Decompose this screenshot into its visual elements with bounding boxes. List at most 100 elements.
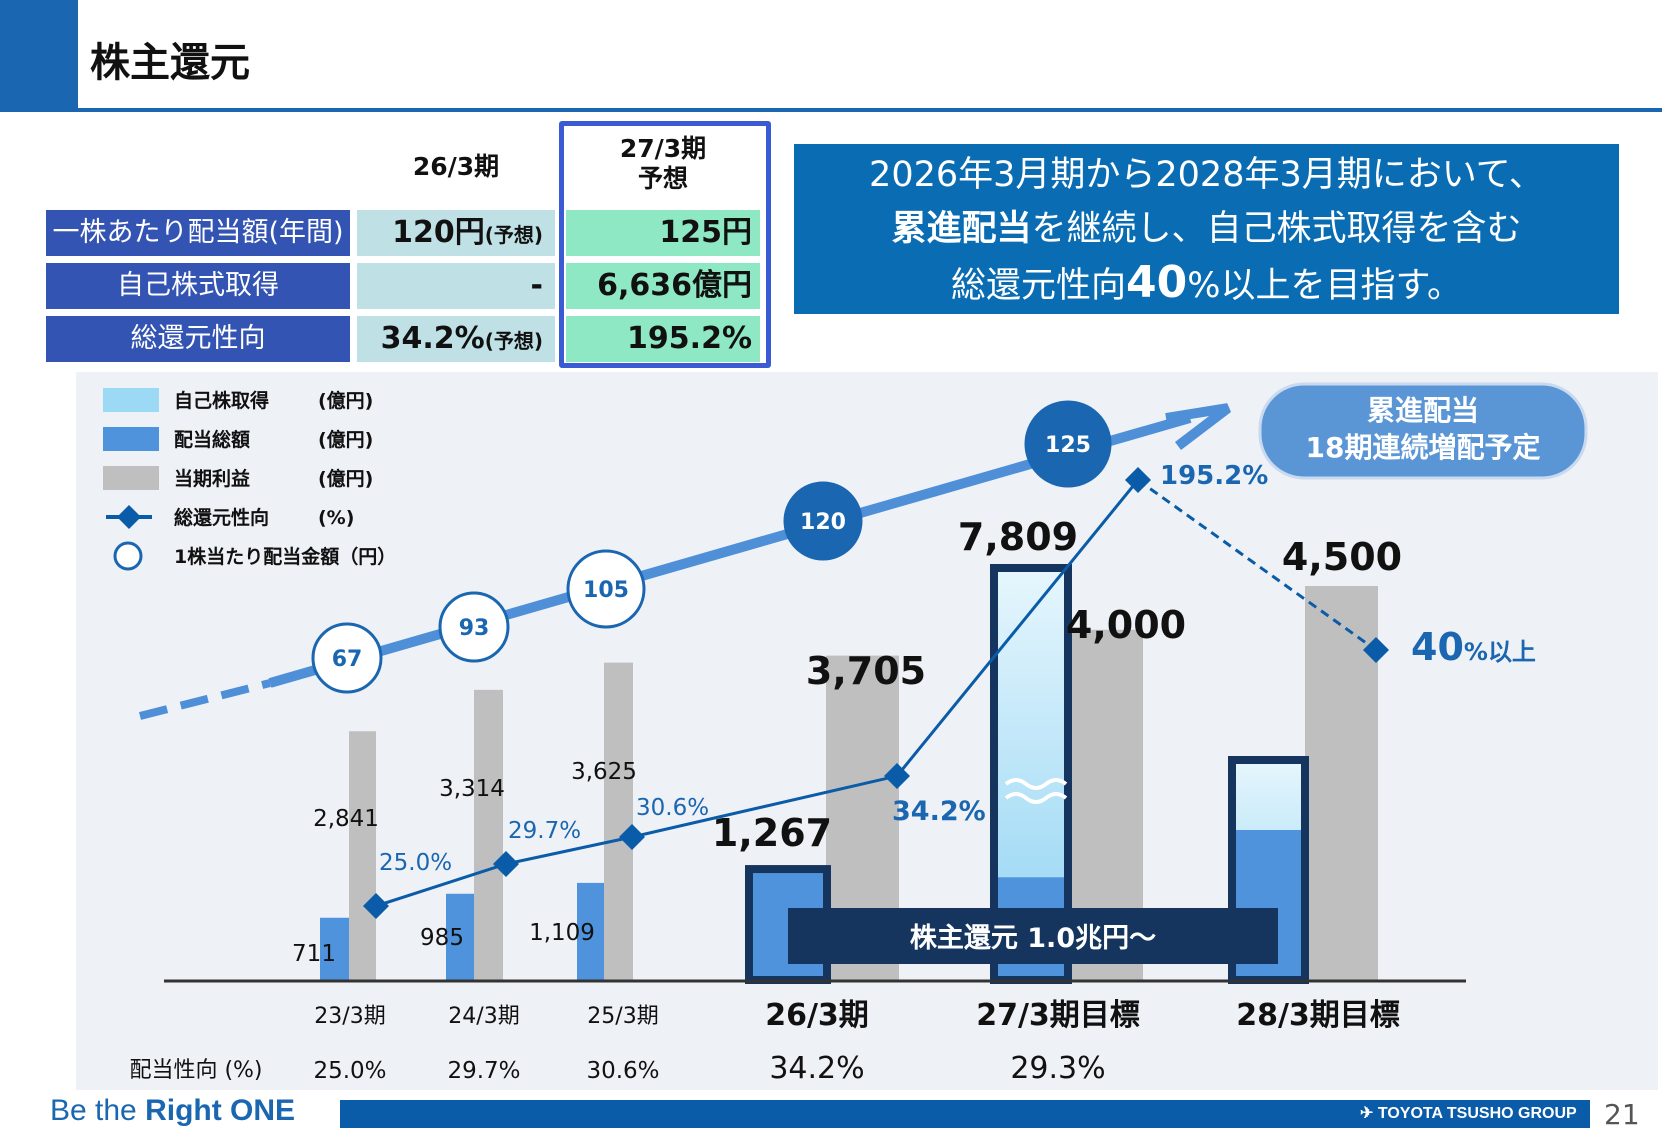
- x-tick-label: 26/3期: [765, 998, 869, 1033]
- row-current-dps-note: (予想): [484, 223, 543, 247]
- row-forecast-dps: 125円: [566, 210, 760, 256]
- header-accent-bar: [0, 0, 78, 112]
- header-rule: [78, 108, 1662, 112]
- return-ratio-label: 34.2%: [892, 796, 986, 827]
- net-income-label: 3,314: [439, 776, 505, 802]
- row-current-return-ratio-note: (予想): [484, 329, 543, 353]
- net-income-bar: [474, 689, 503, 980]
- slogan-bold: Right ONE: [145, 1094, 296, 1127]
- dividend-total-bar: [446, 893, 474, 980]
- table-col-forecast-line2: 予想: [637, 164, 688, 193]
- legend-label: 自己株取得: [174, 389, 269, 412]
- callout-line2: 18期連続増配予定: [1306, 431, 1541, 464]
- ratio-diamond-icon: [493, 851, 519, 877]
- dividend-total-label: 711: [292, 941, 336, 967]
- net-income-label: 2,841: [313, 806, 379, 832]
- dps-value-label: 120: [800, 510, 846, 535]
- callout-line1: 累進配当: [1367, 394, 1479, 427]
- legend-label: 総還元性向: [174, 506, 269, 529]
- row-forecast-return-ratio: 195.2%: [566, 316, 760, 362]
- dps-circle: [783, 481, 863, 561]
- return-ratio-label: 29.7%: [508, 818, 581, 844]
- dps-circle: [311, 622, 383, 694]
- ratio-diamond-icon: [1125, 467, 1151, 493]
- net-income-label: 4,500: [1282, 535, 1402, 579]
- footer-group-name: ✈ TOYOTA TSUSHO GROUP: [1360, 1103, 1577, 1123]
- slogan-logo: Be the Right ONE: [50, 1094, 295, 1128]
- net-income-bar: [604, 662, 633, 980]
- payout-ratio-value: 34.2%: [769, 1051, 864, 1086]
- payout-ratio-value: 29.3%: [1010, 1051, 1105, 1086]
- page-number: 21: [1604, 1098, 1640, 1131]
- dps-trend-arrow: 67 93 105 120 125 累進配当 18期連続増配予定: [139, 382, 1588, 720]
- dps-circle: [438, 591, 510, 663]
- row-label-return-ratio: 総還元性向: [46, 316, 350, 362]
- footer-group-text: TOYOTA TSUSHO GROUP: [1377, 1105, 1577, 1122]
- total-return-27-label: 7,809: [958, 515, 1078, 559]
- row-label-dps: 一株あたり配当額(年間): [46, 210, 350, 256]
- legend-swatch: [103, 427, 159, 451]
- total-return-ratio-target-line: [1137, 478, 1377, 652]
- policy-line2-rest: を継続し、自己株式取得を含む: [1031, 209, 1522, 249]
- ratio-diamond-icon: [363, 893, 389, 919]
- axis-break-icon: [1004, 778, 1068, 790]
- legend-label: 1株当たり配当金額（円）: [174, 545, 396, 568]
- dividend-total-label: 985: [420, 925, 464, 951]
- target-ratio-big: 40: [1411, 625, 1464, 669]
- legend-diamond-icon: [117, 505, 141, 529]
- dps-value-label: 67: [332, 647, 363, 672]
- chart-legend: 自己株取得 (億円) 配当総額 (億円) 当期利益 (億円) 総還元性向 (%) 1株当たり配当…: [103, 388, 396, 571]
- slogan-pre: Be the: [50, 1094, 146, 1127]
- ratio-lines: [363, 467, 1389, 919]
- policy-line3-big: 40: [1126, 257, 1188, 308]
- table-col-forecast: 27/3期 予想: [566, 134, 760, 194]
- policy-line3-post: %以上を目指す。: [1187, 266, 1462, 306]
- net-income-bar: [1305, 586, 1378, 980]
- net-income-label: 3,705: [806, 649, 926, 693]
- legend-unit: (%): [318, 507, 354, 529]
- footer-bar: [340, 1100, 1590, 1128]
- dividend-total-bar: [577, 882, 604, 980]
- net-income-label: 3,625: [571, 759, 637, 785]
- payout-ratio-value: 29.7%: [447, 1058, 520, 1084]
- page-title: 株主還元: [90, 40, 250, 86]
- dps-circle: [566, 549, 646, 629]
- row-current-buyback: -: [357, 263, 555, 309]
- legend-unit: (億円): [318, 467, 373, 490]
- dividend-total-bar: [320, 917, 349, 980]
- legend-label: 配当総額: [174, 428, 250, 451]
- legend-swatch: [103, 466, 159, 490]
- x-tick-label: 27/3期目標: [976, 998, 1140, 1033]
- axis-break-icon-2: [1004, 792, 1068, 804]
- legend-unit: (億円): [318, 428, 373, 451]
- dps-arrow-head-icon: [1165, 403, 1232, 450]
- ratio-diamond-icon: [619, 824, 645, 850]
- net-income-bar: [349, 731, 376, 980]
- policy-line2: 累進配当を継続し、自己株式取得を含む: [794, 202, 1619, 256]
- legend-unit: (億円): [318, 389, 373, 412]
- toyota-tsusho-logo-icon: ✈: [1360, 1105, 1378, 1122]
- ratio-diamond-icon: [1363, 637, 1389, 663]
- row-current-dps-value: 120円: [392, 215, 485, 250]
- return-banner-text: 株主還元 1.0兆円～: [910, 923, 1156, 954]
- dps-circle: [1024, 400, 1112, 488]
- x-tick-label: 28/3期目標: [1236, 998, 1400, 1033]
- forecast-column-highlight: [559, 121, 771, 368]
- ratio-diamond-icon: [884, 763, 910, 789]
- legend-label: 当期利益: [174, 467, 250, 490]
- x-tick-label: 25/3期: [587, 1004, 658, 1029]
- return-ratio-label: 30.6%: [636, 795, 709, 821]
- policy-line1: 2026年3月期から2028年3月期において、: [869, 155, 1544, 195]
- legend-circle-icon: [113, 541, 143, 571]
- return-ratio-label: 195.2%: [1160, 461, 1268, 491]
- row-current-dps: 120円(予想): [357, 210, 555, 256]
- net-income-label: 4,000: [1066, 603, 1186, 647]
- dps-arrow-dashed-tail: [139, 679, 271, 720]
- x-tick-label: 23/3期: [314, 1004, 385, 1029]
- payout-ratio-value: 30.6%: [586, 1058, 659, 1084]
- policy-line3: 総還元性向40%以上を目指す。: [794, 256, 1619, 313]
- target-ratio-label: 40%以上: [1411, 625, 1536, 669]
- return-ratio-label: 25.0%: [379, 850, 452, 876]
